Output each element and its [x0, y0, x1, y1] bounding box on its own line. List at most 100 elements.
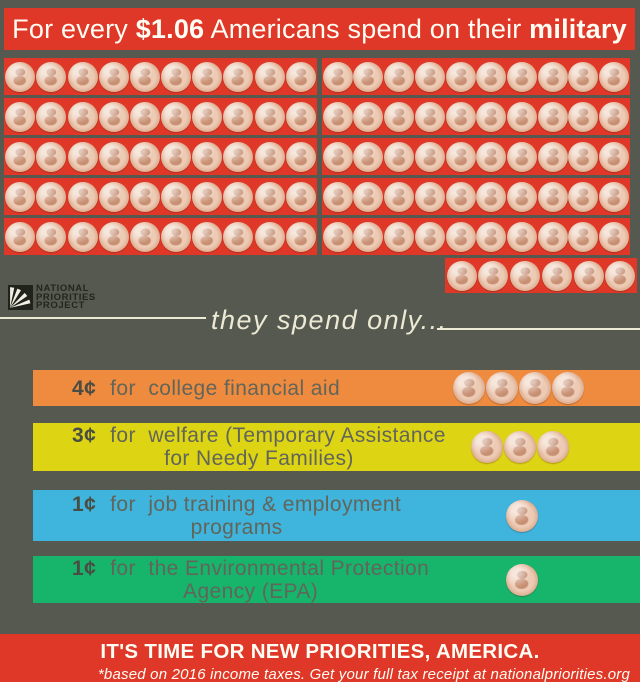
penny-icon	[537, 101, 568, 132]
penny-icon	[161, 101, 192, 132]
footer-note: *based on 2016 income taxes. Get your fu…	[97, 666, 630, 682]
penny-icon	[537, 221, 568, 252]
penny-icon	[98, 141, 129, 172]
bar-label: 1¢ for job training & employment programs	[72, 493, 401, 539]
penny-icon	[129, 141, 160, 172]
penny-icon	[507, 181, 538, 212]
penny-icon	[445, 101, 476, 132]
penny-icon	[568, 101, 599, 132]
penny-icon	[384, 61, 415, 92]
penny-icon	[98, 181, 129, 212]
bar-line2: Agency (EPA)	[183, 579, 319, 603]
penny-icon	[414, 181, 445, 212]
penny-icon	[67, 181, 98, 212]
penny-icon	[223, 221, 254, 252]
penny-icon	[254, 181, 285, 212]
penny-icon	[353, 61, 384, 92]
subtitle: they spend only...	[211, 305, 448, 335]
penny-icon	[476, 61, 507, 92]
penny-icon	[599, 141, 630, 172]
bar-line1: for welfare (Temporary Assistance	[110, 424, 446, 447]
penny-icon	[446, 260, 477, 291]
penny-icon	[552, 372, 584, 404]
penny-icon	[599, 181, 630, 212]
penny-icon	[353, 181, 384, 212]
banner-middle: Americans spend on their	[204, 13, 530, 44]
penny-icon	[5, 181, 36, 212]
penny-icon	[476, 221, 507, 252]
penny-row	[4, 58, 317, 95]
penny-icon	[5, 141, 36, 172]
penny-icon	[519, 372, 551, 404]
logo-line-3: PROJECT	[36, 300, 86, 312]
penny-icon	[285, 181, 316, 212]
penny-icon	[384, 221, 415, 252]
national-priorities-project-logo: NATIONAL PRIORITIES PROJECT	[8, 284, 96, 312]
penny-icon	[129, 181, 160, 212]
bar-college-financial-aid: 4¢ for college financial aid	[33, 370, 640, 406]
bar-pennies	[505, 556, 538, 603]
penny-icon	[537, 141, 568, 172]
penny-icon	[285, 101, 316, 132]
penny-icon	[98, 101, 129, 132]
penny-icon	[254, 221, 285, 252]
penny-icon	[384, 181, 415, 212]
penny-icon	[322, 101, 353, 132]
bar-label: 3¢ for welfare (Temporary Assistance for …	[72, 424, 446, 470]
penny-icon	[254, 101, 285, 132]
penny-icon	[599, 61, 630, 92]
penny-icon	[353, 221, 384, 252]
logo-line-2: PRIORITIES	[36, 291, 96, 303]
penny-row	[322, 178, 630, 215]
penny-icon	[414, 221, 445, 252]
banner-emphasis: military	[529, 13, 627, 44]
bar-pennies	[452, 370, 584, 406]
penny-icon	[476, 141, 507, 172]
penny-icon	[414, 101, 445, 132]
penny-icon	[504, 431, 536, 463]
penny-icon	[476, 101, 507, 132]
penny-icon	[254, 61, 285, 92]
penny-icon	[476, 181, 507, 212]
penny-icon	[285, 221, 316, 252]
penny-icon	[568, 181, 599, 212]
penny-icon	[161, 141, 192, 172]
penny-icon	[568, 221, 599, 252]
penny-icon	[5, 61, 36, 92]
penny-icon	[192, 101, 223, 132]
penny-icon	[445, 221, 476, 252]
penny-icon	[254, 141, 285, 172]
penny-icon	[192, 61, 223, 92]
penny-row	[4, 98, 317, 135]
penny-icon	[36, 221, 67, 252]
bar-amount: 4¢	[72, 376, 97, 400]
penny-icon	[507, 141, 538, 172]
penny-icon	[471, 431, 503, 463]
banner-prefix: For every	[12, 13, 136, 44]
penny-icon	[223, 141, 254, 172]
penny-icon	[507, 221, 538, 252]
divider-left	[0, 317, 206, 319]
penny-icon	[36, 141, 67, 172]
penny-row	[322, 138, 630, 175]
penny-icon	[161, 221, 192, 252]
penny-icon	[506, 563, 538, 596]
penny-icon	[5, 221, 36, 252]
penny-icon	[414, 141, 445, 172]
bar-line2: programs	[190, 515, 283, 539]
penny-row	[4, 178, 317, 215]
penny-icon	[98, 221, 129, 252]
penny-icon	[486, 372, 518, 404]
footer-headline: IT'S TIME FOR NEW PRIORITIES, AMERICA.	[100, 640, 540, 663]
penny-icon	[541, 260, 572, 291]
penny-icon	[192, 141, 223, 172]
penny-icon	[568, 141, 599, 172]
penny-icon	[285, 61, 316, 92]
penny-icon	[5, 101, 36, 132]
penny-icon	[36, 61, 67, 92]
penny-icon	[67, 141, 98, 172]
bar-pennies	[505, 490, 538, 541]
banner-amount: $1.06	[135, 13, 205, 44]
penny-icon	[129, 61, 160, 92]
